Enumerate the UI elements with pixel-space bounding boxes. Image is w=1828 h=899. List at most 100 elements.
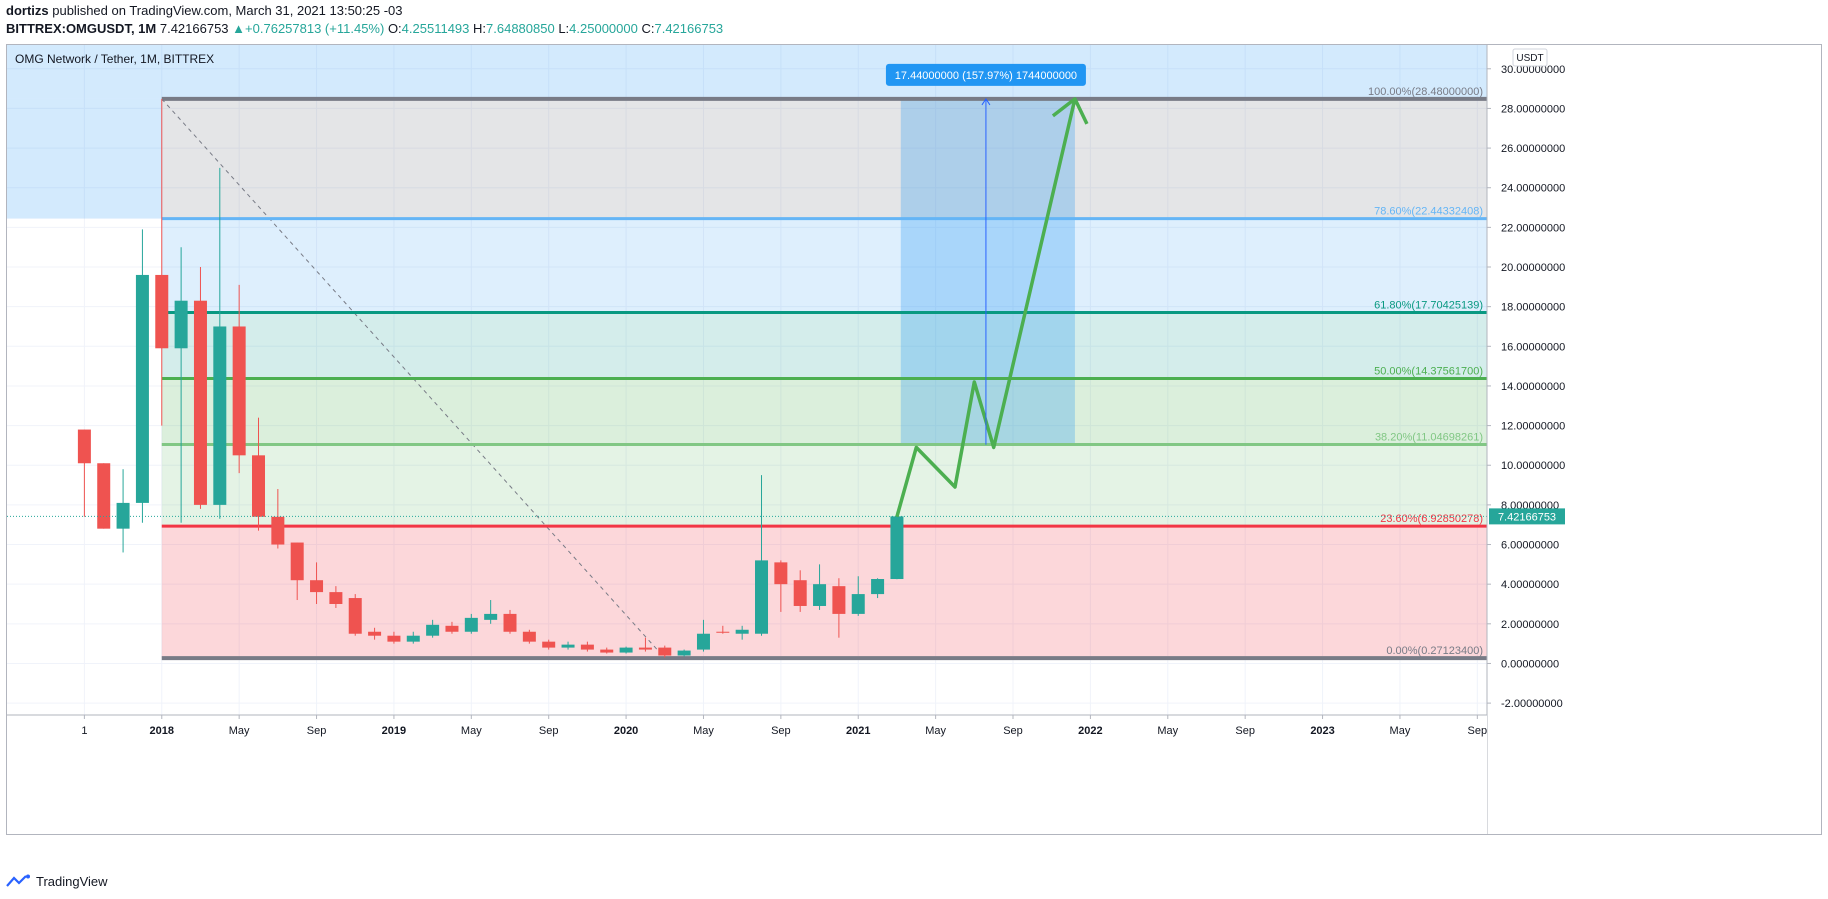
low-label: L: <box>558 21 570 36</box>
publish-info: dortizs published on TradingView.com, Ma… <box>6 3 403 19</box>
candle-body <box>600 649 614 653</box>
candle-body <box>522 631 536 642</box>
price-change: +0.76257813 (+11.45%) <box>245 21 385 36</box>
tradingview-logo-icon <box>6 874 30 887</box>
author-name[interactable]: dortizs <box>6 3 49 18</box>
time-tick-label: Sep <box>771 725 791 737</box>
chart-frame[interactable]: 100.00%(28.48000000) 78.60%(22.44332408) 6… <box>6 44 1822 835</box>
high-value: 7.64880850 <box>486 21 555 36</box>
close-value: 7.42166753 <box>654 21 724 36</box>
candle-body <box>426 624 440 636</box>
price-tick-label: -2.00000000 <box>1501 698 1563 710</box>
price-tick-label: 4.00000000 <box>1501 579 1559 591</box>
price-tick-label: 20.00000000 <box>1501 262 1565 274</box>
time-tick-label: Sep <box>1468 725 1488 737</box>
candle-body <box>348 598 362 634</box>
fib-level-label: 100.00%(28.48000000) <box>1368 86 1483 98</box>
fib-level-label: 50.00%(14.37561700) <box>1374 366 1483 378</box>
candle-body <box>890 516 904 580</box>
footer-brand[interactable]: TradingView <box>6 873 108 889</box>
price-tick-label: 16.00000000 <box>1501 341 1565 353</box>
candle-body <box>542 641 556 648</box>
price-tick-label: 24.00000000 <box>1501 183 1565 195</box>
time-tick-label: 2022 <box>1078 725 1102 737</box>
candle-body <box>232 326 246 456</box>
fib-band <box>161 98 1487 219</box>
fib-band-top-left <box>7 45 162 99</box>
fib-level-label: 61.80%(17.70425139) <box>1374 300 1483 312</box>
open-label: O: <box>387 21 402 36</box>
current-price-tag <box>1489 508 1565 525</box>
candle-body <box>97 463 111 529</box>
candle-body <box>135 274 149 503</box>
price-tick-label: 2.00000000 <box>1501 619 1559 631</box>
fib-band <box>161 378 1487 445</box>
candle-body <box>252 455 266 517</box>
candle-body <box>755 560 769 634</box>
fib-band <box>161 444 1487 527</box>
time-tick-label: 2020 <box>614 725 638 737</box>
candle-body <box>368 631 382 636</box>
forecast-arrowhead <box>1051 97 1089 125</box>
time-tick-label: May <box>925 725 946 737</box>
candle-body <box>271 516 285 545</box>
symbol-name[interactable]: BITTREX:OMGUSDT, 1M <box>6 21 157 36</box>
chart-title: OMG Network / Tether, 1M, BITTREX <box>15 52 214 66</box>
candle-body <box>155 274 169 349</box>
low-value: 4.25000000 <box>569 21 638 36</box>
fib-band-top-left <box>7 98 162 219</box>
candle-body <box>77 429 91 464</box>
candle-body <box>871 579 885 595</box>
candle-body <box>445 625 459 632</box>
published-text: published on TradingView.com, March 31, … <box>48 3 403 18</box>
projection-label: 17.44000000 (157.97%) 1744000000 <box>895 70 1077 82</box>
time-axis <box>7 715 1487 834</box>
fib-level-label: 23.60%(6.92850278) <box>1380 513 1483 525</box>
close-label: C: <box>641 21 655 36</box>
forecast-path <box>895 98 1077 518</box>
price-tick-label: 14.00000000 <box>1501 381 1565 393</box>
current-price-tag-label: 7.42166753 <box>1498 511 1556 523</box>
fib-level-label: 38.20%(11.04698261) <box>1375 431 1483 443</box>
time-tick-label: Sep <box>1003 725 1023 737</box>
currency-button[interactable] <box>1512 48 1548 67</box>
candle-body <box>696 633 710 650</box>
chart-canvas[interactable]: 100.00%(28.48000000) 78.60%(22.44332408) 6… <box>7 45 1821 834</box>
candle-body <box>580 644 594 650</box>
fib-level-label: 78.60%(22.44332408) <box>1374 206 1483 218</box>
fib-band <box>161 312 1487 379</box>
candle-body <box>174 300 188 349</box>
candle-body <box>329 592 343 604</box>
symbol-legend: BITTREX:OMGUSDT, 1M 7.42166753 ▲+0.76257… <box>6 21 723 37</box>
candle-body <box>290 542 304 581</box>
time-tick-label: May <box>1390 725 1411 737</box>
price-tick-label: 0.00000000 <box>1501 658 1559 670</box>
price-axis <box>1487 45 1821 834</box>
candle-body <box>464 617 478 632</box>
price-tick-label: 10.00000000 <box>1501 460 1565 472</box>
candle-body <box>116 502 130 529</box>
candle-body <box>503 613 517 632</box>
price-tick-label: 26.00000000 <box>1501 143 1565 155</box>
candle-body <box>213 326 227 505</box>
price-tick-label: 6.00000000 <box>1501 540 1559 552</box>
footer-brand-name: TradingView <box>36 873 108 889</box>
candle-body <box>484 613 498 620</box>
time-tick-label: 2021 <box>846 725 870 737</box>
time-tick-label: May <box>693 725 714 737</box>
candle-body <box>638 647 652 650</box>
candle-body <box>716 631 730 633</box>
price-tick-label: 18.00000000 <box>1501 302 1565 314</box>
price-tick-label: 28.00000000 <box>1501 103 1565 115</box>
candle-body <box>561 644 575 648</box>
time-tick-label: 1 <box>81 725 87 737</box>
projection-arrowhead <box>981 98 991 106</box>
time-tick-label: Sep <box>539 725 559 737</box>
candle-body <box>677 650 691 656</box>
candle-body <box>619 647 633 653</box>
time-tick-label: May <box>229 725 250 737</box>
candle-body <box>851 594 865 614</box>
fib-band-top <box>161 45 1487 99</box>
time-tick-label: May <box>461 725 482 737</box>
time-tick-label: 2018 <box>150 725 174 737</box>
